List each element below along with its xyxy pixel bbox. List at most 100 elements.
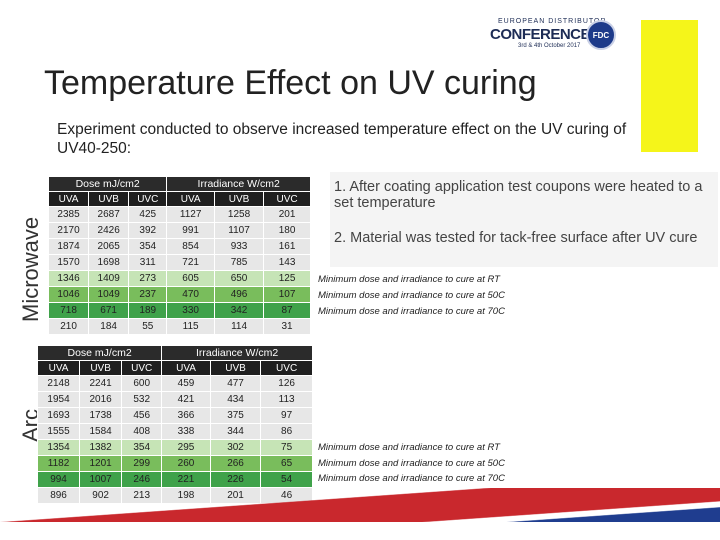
logo-badge: FDC: [586, 20, 616, 50]
table-cell: 189: [128, 302, 168, 319]
table-cell: 299: [121, 455, 163, 472]
table-cell: 1409: [88, 270, 130, 287]
slide-subtitle: Experiment conducted to observe increase…: [57, 121, 627, 157]
table-cell: 354: [128, 238, 168, 255]
microwave-table: Dose mJ/cm2 Irradiance W/cm2 UVA UVB UVC…: [47, 176, 311, 335]
table-cell: 1693: [36, 407, 81, 424]
table-cell: 459: [161, 375, 211, 392]
table-cell: 2016: [79, 391, 123, 408]
table-cell: 1382: [79, 439, 123, 456]
logo-line2: CONFERENCE: [490, 26, 591, 43]
table-row: 1874 2065 354 854 933 161: [47, 238, 311, 255]
table-cell: 2065: [88, 238, 130, 255]
column-header: UVA: [161, 360, 211, 376]
table-cell: 1874: [47, 238, 90, 255]
group-header-dose: Dose mJ/cm2: [47, 176, 168, 192]
table-cell: 31: [263, 318, 311, 335]
group-header-irradiance: Irradiance W/cm2: [161, 345, 313, 361]
logo-line3: 3rd & 4th October 2017: [518, 43, 581, 49]
group-header-irradiance: Irradiance W/cm2: [166, 176, 311, 192]
table-cell: 1738: [79, 407, 123, 424]
yellow-accent-bar: [641, 20, 698, 152]
table-cell: 456: [121, 407, 163, 424]
logo-line1: EUROPEAN DISTRIBUTOR: [498, 18, 607, 25]
group-header-dose: Dose mJ/cm2: [36, 345, 163, 361]
column-header: UVC: [260, 360, 313, 376]
column-header: UVA: [47, 191, 90, 207]
table-cell: 470: [166, 286, 215, 303]
table-cell: 1049: [88, 286, 130, 303]
table-row: 1570 1698 311 721 785 143: [47, 254, 311, 271]
table-cell: 342: [213, 302, 265, 319]
table-row-50c: 1182 1201 299 260 266 65: [36, 455, 313, 472]
column-header: UVC: [121, 360, 163, 376]
table-cell: 180: [263, 222, 311, 239]
notes-panel: 1. After coating application test coupon…: [330, 172, 718, 267]
table-cell: 338: [161, 423, 211, 440]
side-label-microwave: Microwave: [18, 216, 43, 322]
table-cell: 991: [166, 222, 215, 239]
table-cell: 237: [128, 286, 168, 303]
table-cell: 1584: [79, 423, 123, 440]
table-cell: 408: [121, 423, 163, 440]
table-cell: 425: [128, 206, 168, 223]
table-row-70c: 718 671 189 330 342 87: [47, 302, 311, 319]
table-cell: 1007: [79, 471, 123, 488]
column-header: UVC: [128, 191, 168, 207]
table-cell: 671: [88, 302, 130, 319]
table-cell: 114: [213, 318, 265, 335]
table-cell: 55: [128, 318, 168, 335]
table-cell: 375: [209, 407, 262, 424]
column-header: UVA: [166, 191, 215, 207]
arc-note-rt: Minimum dose and irradiance to cure at R…: [318, 442, 500, 453]
table-cell: 221: [161, 471, 211, 488]
column-header: UVC: [263, 191, 311, 207]
table-cell: 107: [263, 286, 311, 303]
column-header: UVB: [213, 191, 265, 207]
table-row: 2170 2426 392 991 1107 180: [47, 222, 311, 239]
table-cell: 477: [209, 375, 262, 392]
column-header: UVB: [209, 360, 262, 376]
column-header: UVA: [36, 360, 81, 376]
conference-logo: EUROPEAN DISTRIBUTOR CONFERENCE 3rd & 4t…: [490, 18, 620, 54]
table-column-header-row: UVA UVB UVC UVA UVB UVC: [47, 191, 311, 207]
table-row: 210 184 55 115 114 31: [47, 318, 311, 335]
table-cell: 226: [209, 471, 262, 488]
table-cell: 75: [260, 439, 313, 456]
table-cell: 392: [128, 222, 168, 239]
table-cell: 994: [36, 471, 81, 488]
table-cell: 161: [263, 238, 311, 255]
table-cell: 302: [209, 439, 262, 456]
microwave-note-rt: Minimum dose and irradiance to cure at R…: [318, 274, 500, 285]
table-cell: 2426: [88, 222, 130, 239]
table-group-header-row: Dose mJ/cm2 Irradiance W/cm2: [36, 345, 313, 361]
table-cell: 246: [121, 471, 163, 488]
table-cell: 266: [209, 455, 262, 472]
flag-ribbon-decoration: [0, 488, 720, 522]
table-cell: 330: [166, 302, 215, 319]
slide-title: Temperature Effect on UV curing: [44, 64, 537, 102]
column-header: UVB: [88, 191, 130, 207]
table-cell: 650: [213, 270, 265, 287]
table-cell: 295: [161, 439, 211, 456]
table-cell: 2241: [79, 375, 123, 392]
table-cell: 2385: [47, 206, 90, 223]
table-cell: 113: [260, 391, 313, 408]
table-cell: 1046: [47, 286, 90, 303]
arc-table: Dose mJ/cm2 Irradiance W/cm2 UVA UVB UVC…: [36, 345, 313, 504]
table-cell: 421: [161, 391, 211, 408]
column-header: UVB: [79, 360, 123, 376]
table-cell: 1258: [213, 206, 265, 223]
table-row-rt: 1346 1409 273 605 650 125: [47, 270, 311, 287]
arc-note-70c: Minimum dose and irradiance to cure at 7…: [318, 473, 505, 484]
arc-note-50c: Minimum dose and irradiance to cure at 5…: [318, 458, 505, 469]
table-row: 2385 2687 425 1127 1258 201: [47, 206, 311, 223]
table-cell: 2170: [47, 222, 90, 239]
table-row: 2148 2241 600 459 477 126: [36, 375, 313, 392]
table-cell: 143: [263, 254, 311, 271]
table-group-header-row: Dose mJ/cm2 Irradiance W/cm2: [47, 176, 311, 192]
table-cell: 854: [166, 238, 215, 255]
table-cell: 532: [121, 391, 163, 408]
table-cell: 201: [263, 206, 311, 223]
table-row-rt: 1354 1382 354 295 302 75: [36, 439, 313, 456]
